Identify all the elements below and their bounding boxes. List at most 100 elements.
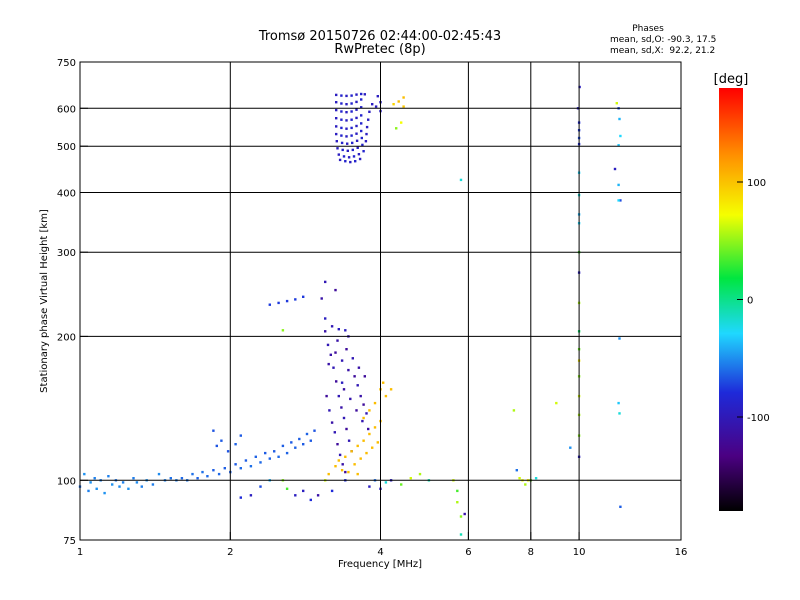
data-point [277,301,280,305]
data-point [337,459,340,462]
data-point [353,463,356,466]
data-point [355,100,358,104]
data-point [358,157,362,161]
data-point [365,412,368,415]
data-point [356,146,359,149]
data-point [359,394,362,398]
x-tick-label: 6 [465,547,471,558]
data-point [345,111,348,114]
data-point [313,429,316,432]
data-point [360,122,363,125]
data-point [268,457,271,460]
data-point [373,401,377,405]
data-point [618,117,621,121]
data-point [397,100,400,103]
data-point [234,463,237,466]
y-tick-label: 300 [57,248,76,259]
data-point [336,339,339,342]
data-point [305,432,309,436]
data-point [327,362,330,366]
data-point [285,487,289,490]
data-point [351,148,354,152]
data-point [344,455,347,458]
data-point [239,467,242,470]
data-point [344,160,347,163]
data-point [111,483,114,486]
data-point [359,457,362,460]
data-point [201,470,204,474]
data-point [345,94,348,98]
data-point [362,150,365,153]
data-point [355,116,358,120]
y-tick-label: 400 [57,189,76,200]
data-point [277,455,280,458]
y-tick-label: 750 [57,58,76,69]
data-point [382,381,385,384]
data-point [345,103,348,106]
data-point [335,117,338,120]
colorbar-tick-label: 100 [747,178,766,189]
x-axis: 1 2 4 6 8 10 16 [77,532,688,558]
data-point [376,441,379,444]
y-tick-label: 200 [57,332,76,343]
data-point [347,156,351,159]
data-point [206,475,209,478]
data-point [281,329,285,332]
data-point [328,409,331,412]
data-point [324,317,327,320]
data-point [400,121,403,124]
data-point [327,472,330,476]
stats-o-line: mean, sd,O: -90.3, 17.5 [610,35,716,45]
data-point [365,132,368,136]
data-point [324,280,327,284]
data-point [459,533,463,536]
data-point [326,343,330,347]
data-point [376,95,379,98]
data-point [338,453,342,457]
data-point [356,384,359,387]
data-point [249,465,253,468]
data-point [617,183,620,187]
data-point [264,451,267,455]
data-point [340,381,344,384]
data-point [254,455,257,458]
data-point [515,469,518,472]
data-point [355,139,359,142]
data-point [362,416,365,420]
data-point [336,443,339,446]
data-point [347,470,350,474]
data-point [350,102,353,105]
data-point [294,446,297,449]
data-point [392,103,395,106]
data-point [342,388,346,391]
stats-title: Phases [632,24,664,34]
x-tick-label: 2 [227,547,233,558]
data-point [347,368,350,372]
data-point [259,485,262,488]
x-tick-label: 1 [77,547,83,558]
data-point [362,403,365,406]
data-point [364,140,368,143]
data-point [354,160,357,163]
data-point [615,102,618,105]
data-point [217,472,221,476]
x-tick-label: 16 [675,547,688,558]
data-point [350,118,353,121]
data-point [95,487,98,490]
data-point [335,108,338,112]
data-point [463,512,466,516]
data-point [617,401,620,405]
data-point [180,477,184,480]
data-point [402,96,405,99]
data-point [215,444,218,448]
data-point [360,114,363,117]
data-point [350,126,353,130]
x-axis-label: Frequency [MHz] [338,559,422,570]
data-point [212,429,215,432]
colorbar-tick-label: -100 [747,413,770,424]
data-point [345,348,348,351]
y-axis: 75 100 200 300 400 500 600 750 [57,58,88,547]
data-point [234,443,237,446]
data-point [346,142,349,145]
